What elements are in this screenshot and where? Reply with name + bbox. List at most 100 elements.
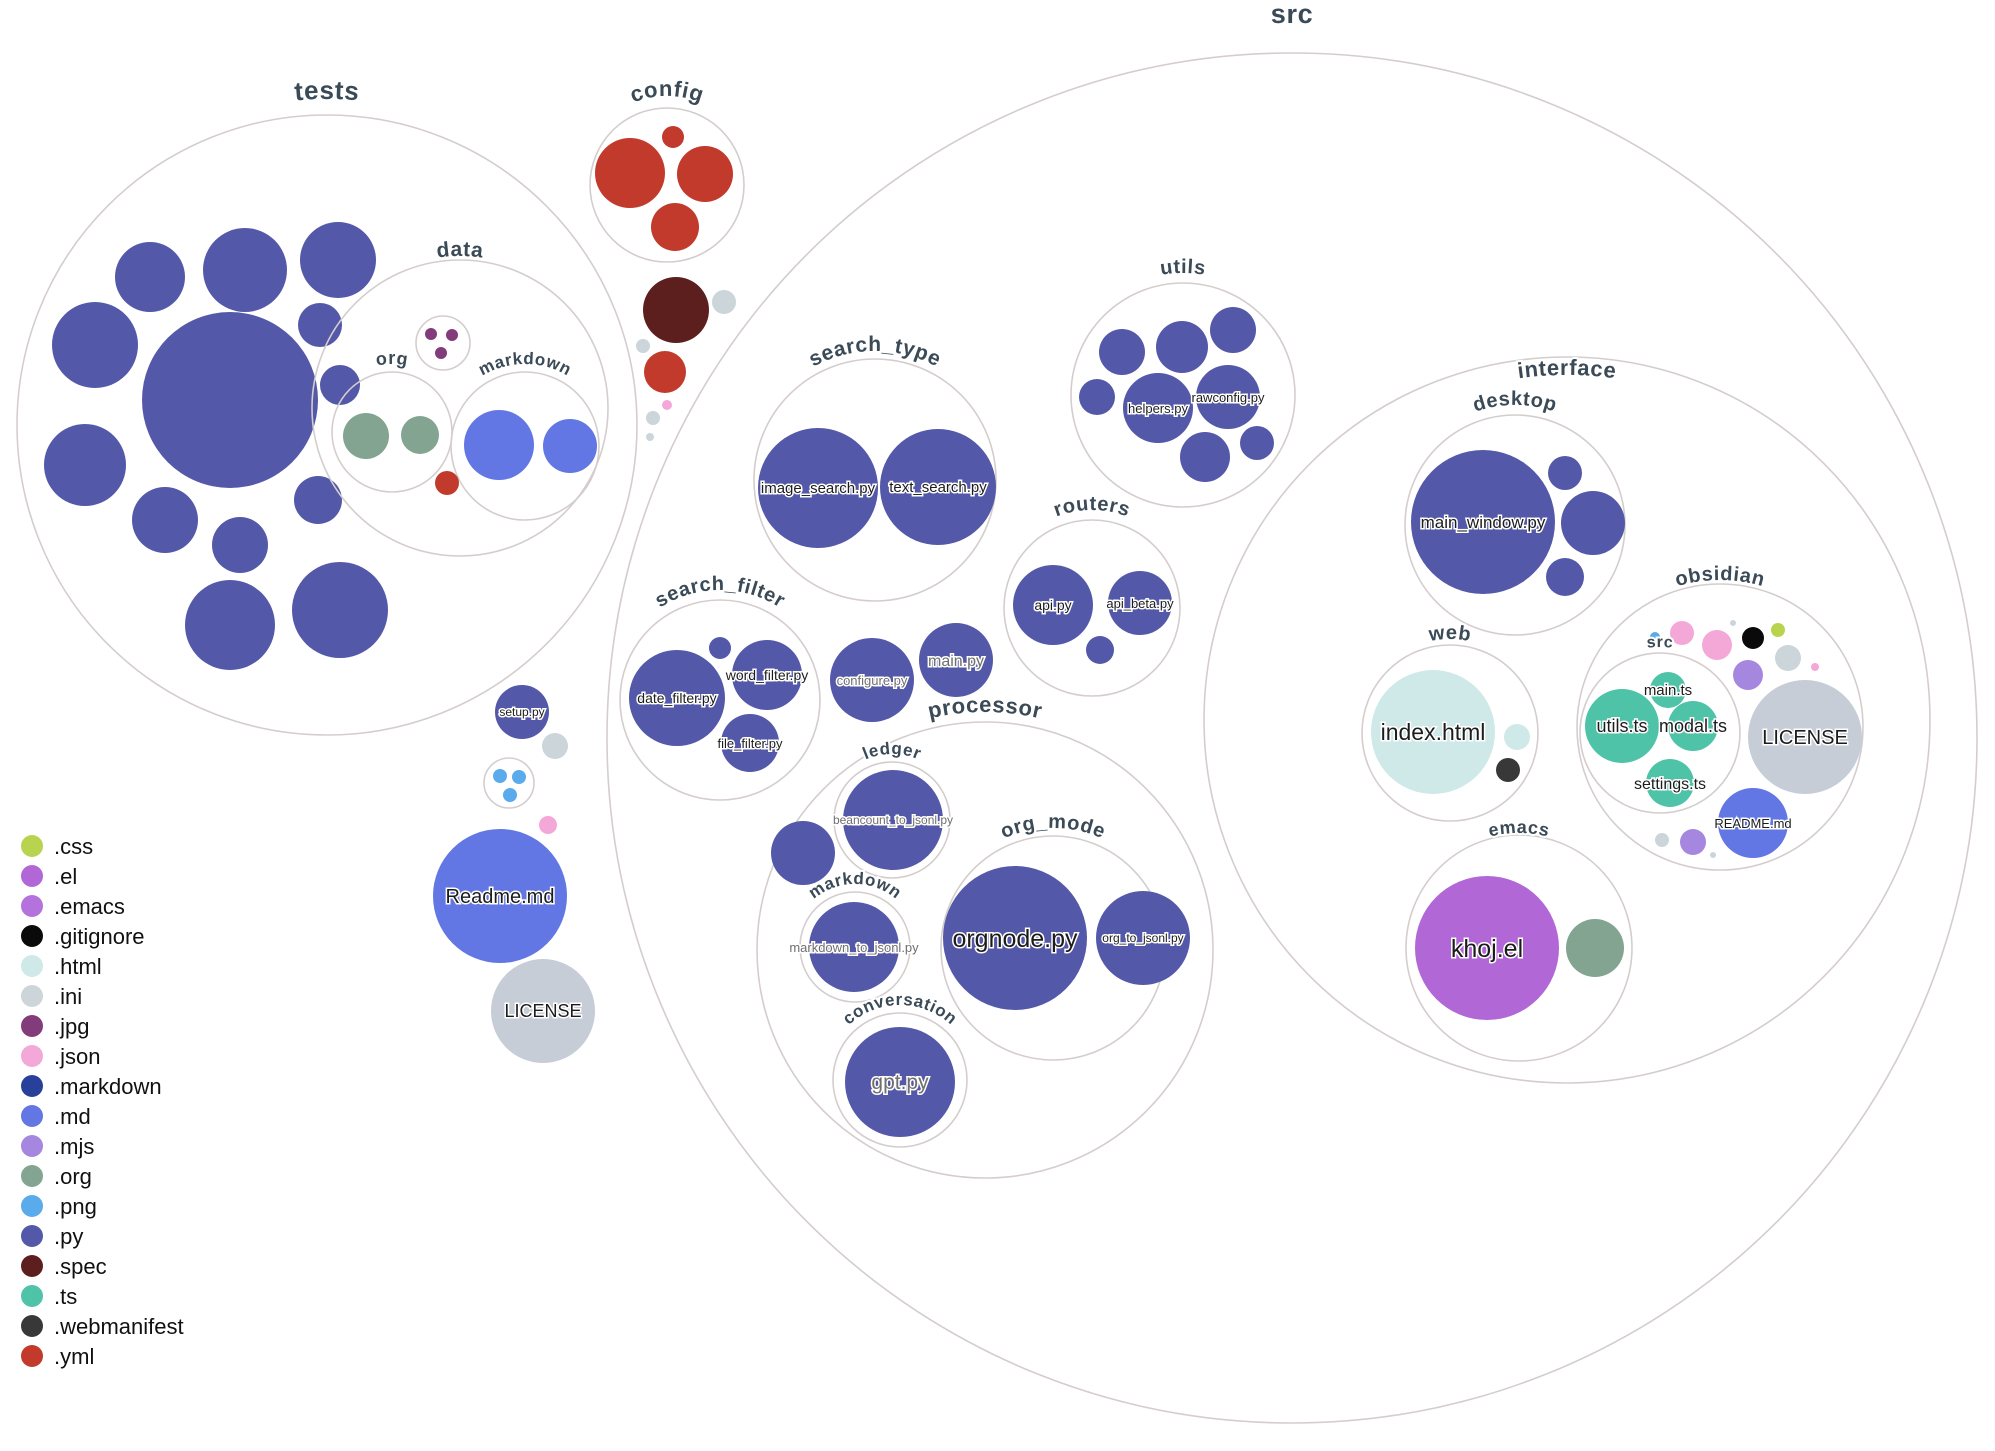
dir-circle-web — [1361, 644, 1539, 822]
legend-dot-markdown — [21, 1075, 43, 1097]
file-circle-routers-py-1 — [1086, 636, 1114, 664]
file-circle-root-png-3 — [503, 788, 517, 802]
file-circle-index.html — [1371, 670, 1495, 794]
file-circle-Readme.md — [433, 829, 567, 963]
file-circle-obsidian-json-3 — [1811, 663, 1819, 671]
legend-item-ini: .ini — [21, 984, 82, 1009]
dir-label-org_mode: org_mode — [997, 811, 1108, 843]
file-circle-root-png-1 — [493, 769, 507, 783]
file-label-markdown_to_jsonl.py: markdown_to_jsonl.py — [789, 940, 919, 955]
dir-label-search_filter: search_filter — [651, 573, 789, 612]
file-label-LICENSE: LICENSE — [504, 1001, 581, 1021]
file-circle-tests-py-10 — [212, 517, 268, 573]
file-circle-tests-py-6 — [52, 302, 138, 388]
file-circle-obsidian-mjs-2 — [1680, 829, 1706, 855]
legend-dot-json — [21, 1045, 43, 1067]
file-circle-root-json-1 — [662, 400, 672, 410]
dir-label-search_type: search_type — [805, 333, 945, 371]
file-circle-data-md-2 — [543, 419, 597, 473]
legend-label-ini: .ini — [54, 984, 82, 1009]
file-circle-root-png-2 — [512, 770, 526, 784]
legend-item-css: .css — [21, 834, 93, 859]
file-circle-gpt.py — [845, 1027, 955, 1137]
file-circle-root-ini-2 — [636, 339, 650, 353]
legend-label-css: .css — [54, 834, 93, 859]
dir-label-obsidian-src: src — [1646, 634, 1674, 652]
file-circle-tests-py-11 — [294, 476, 342, 524]
dir-label-routers: routers — [1051, 493, 1133, 522]
dir-label-utils: utils — [1159, 256, 1207, 280]
dir-label-web: web — [1427, 622, 1473, 646]
file-circle-main_window.py — [1411, 450, 1555, 594]
legend-dot-jpg — [21, 1015, 43, 1037]
file-circle-config-yml-4 — [651, 203, 699, 251]
file-circle-tests-py-2 — [203, 228, 287, 312]
legend-item-ts: .ts — [21, 1284, 77, 1309]
file-circle-utils-py-2 — [1156, 321, 1208, 373]
legend-label-mjs: .mjs — [54, 1134, 94, 1159]
legend-label-org: .org — [54, 1164, 92, 1189]
dir-label-obsidian: obsidian — [1673, 563, 1768, 591]
file-circle-data-org-1 — [343, 413, 389, 459]
dir-circle-search_type — [753, 358, 997, 602]
legend-item-jpg: .jpg — [21, 1014, 89, 1039]
file-label-setup.py: setup.py — [499, 705, 544, 719]
file-circle-configure.py — [830, 638, 914, 722]
dir-circle-desktop — [1404, 414, 1626, 636]
file-circle-file_filter.py — [721, 714, 779, 772]
legend-item-png: .png — [21, 1194, 97, 1219]
file-circle-utils-py-4 — [1079, 379, 1115, 415]
legend: .css .el .emacs .gitignore .html .ini .jpg .jso… — [21, 834, 184, 1369]
file-label-utils.ts: utils.ts — [1596, 716, 1647, 736]
dir-circle-search_filter — [619, 599, 821, 801]
legend-label-gitignore: .gitignore — [54, 924, 145, 949]
legend-dot-md — [21, 1105, 43, 1127]
file-label-api_beta.py: api_beta.py — [1106, 596, 1174, 611]
file-label-khoj.el: khoj.el — [1451, 935, 1523, 963]
file-circle-root-ini-1 — [712, 290, 736, 314]
legend-dot-webmanifest — [21, 1315, 43, 1337]
file-circle-obsidian-LICENSE — [1748, 680, 1862, 794]
legend-dot-py — [21, 1225, 43, 1247]
dir-circle-ledger — [833, 761, 951, 879]
file-circle-processor-py-1 — [771, 821, 835, 885]
file-circle-data-yml-1 — [435, 471, 459, 495]
file-circle-emacs-org-1 — [1566, 919, 1624, 977]
file-circle-utils.ts — [1585, 689, 1659, 763]
legend-item-el: .el — [21, 864, 77, 889]
legend-item-spec: .spec — [21, 1254, 107, 1279]
file-circle-word_filter.py — [732, 640, 802, 710]
file-circle-obsidian-ini-2 — [1775, 645, 1801, 671]
legend-dot-mjs — [21, 1135, 43, 1157]
file-circle-config-yml-1 — [595, 138, 665, 208]
legend-item-webmanifest: .webmanifest — [21, 1314, 184, 1339]
legend-item-mjs: .mjs — [21, 1134, 94, 1159]
dir-label-data-org: org — [374, 348, 409, 369]
file-circle-api.py — [1013, 565, 1093, 645]
file-label-api.py: api.py — [1034, 597, 1071, 613]
legend-dot-yml — [21, 1345, 43, 1367]
file-circle-obsidian-css — [1771, 623, 1785, 637]
file-circle-data-jpg-1 — [425, 328, 437, 340]
file-label-obsidian-LICENSE: LICENSE — [1762, 727, 1848, 749]
file-circle-web-html-1 — [1504, 724, 1530, 750]
legend-dot-css — [21, 835, 43, 857]
legend-label-md: .md — [54, 1104, 91, 1129]
dir-label-config: config — [627, 76, 708, 107]
file-circle-desktop-py-3 — [1546, 558, 1584, 596]
dir-circle-processor-markdown — [799, 891, 911, 1003]
file-circle-main.py — [919, 623, 993, 697]
dir-label-desktop: desktop — [1470, 388, 1559, 416]
legend-item-py: .py — [21, 1224, 83, 1249]
dir-circle-conversation — [832, 1012, 968, 1148]
dir-label-interface: interface — [1516, 355, 1618, 383]
file-circle-tests-py-7 — [142, 312, 318, 488]
file-circle-tests-py-12 — [185, 580, 275, 670]
file-circle-modal.ts — [1668, 701, 1718, 751]
legend-label-json: .json — [54, 1044, 100, 1069]
file-circle-obsidian-README.md — [1718, 788, 1788, 858]
legend-dot-spec — [21, 1255, 43, 1277]
dir-label-data: data — [435, 238, 484, 263]
